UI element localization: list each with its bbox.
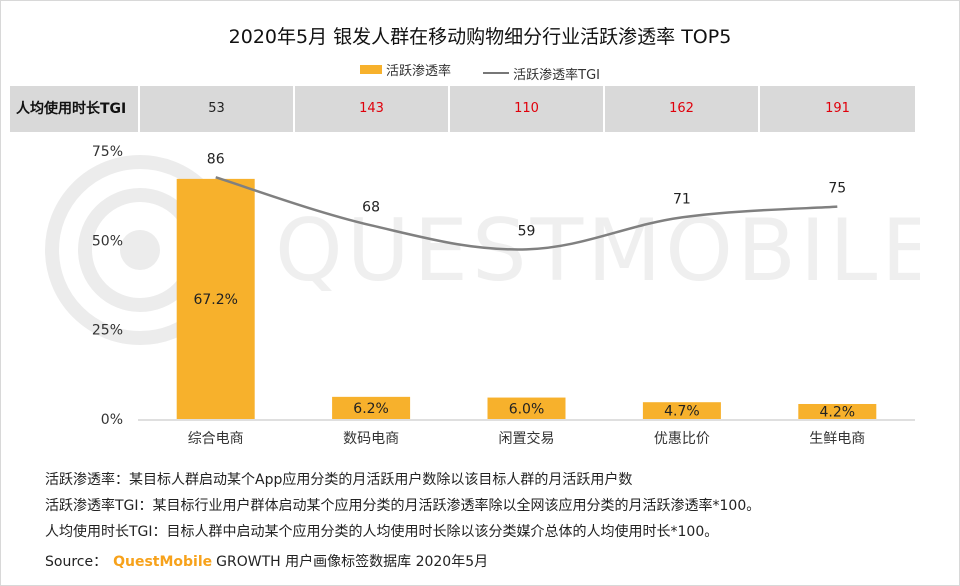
tgi-separator: [758, 86, 760, 132]
x-tick-label: 优惠比价: [654, 431, 710, 447]
line-data-label: 71: [673, 191, 691, 207]
line-data-label: 68: [362, 199, 380, 215]
tgi-value: 191: [825, 101, 850, 116]
source-line: Source： QuestMobile GROWTH 用户画像标签数据库 2020年…: [45, 551, 488, 571]
bar-data-label: 4.7%: [664, 404, 700, 420]
tgi-separator: [293, 86, 295, 132]
line-data-label: 59: [518, 223, 536, 239]
bar: [798, 403, 877, 419]
legend-bar-swatch: [359, 65, 382, 74]
source-brand: QuestMobile: [113, 554, 213, 570]
footnote: 人均使用时长TGI：目标人群中启动某个应用分类的人均使用时长除以该分类媒介总体的…: [45, 524, 719, 540]
legend-line-swatch: [483, 72, 510, 74]
tgi-line: [215, 176, 838, 251]
bar-data-label: 6.0%: [509, 401, 545, 417]
tgi-row-label: 人均使用时长TGI: [16, 101, 127, 117]
bar-data-label: 6.2%: [353, 401, 389, 417]
legend: 活跃渗透率 活跃渗透率TGI: [0, 60, 960, 83]
x-tick-label: 数码电商: [343, 431, 399, 447]
line-data-label: 75: [828, 181, 846, 197]
line-data-label: 86: [207, 151, 225, 167]
x-tick-label: 综合电商: [188, 431, 244, 447]
bar: [332, 396, 411, 419]
tgi-value: 143: [359, 101, 384, 116]
tgi-value: 53: [208, 101, 225, 116]
source-text: GROWTH 用户画像标签数据库 2020年5月: [216, 554, 489, 570]
tgi-separator: [448, 86, 450, 132]
bar-data-label: 4.2%: [820, 404, 856, 420]
tgi-value: 110: [514, 101, 539, 116]
bar: [642, 402, 721, 419]
bar: [487, 397, 566, 419]
tgi-row: 人均使用时长TGI 53 143 110 162 191: [10, 86, 915, 132]
chart-title: 2020年5月 银发人群在移动购物细分行业活跃渗透率 TOP5: [228, 26, 732, 48]
tgi-separator: [603, 86, 605, 132]
x-tick-label: 生鲜电商: [809, 431, 865, 447]
footnote: 活跃渗透率：某目标人群启动某个App应用分类的月活跃用户数除以该目标人群的月活跃…: [45, 472, 633, 488]
footnote: 活跃渗透率TGI：某目标行业用户群体启动某个应用分类的月活跃渗透率除以全网该应用…: [45, 498, 761, 514]
y-tick-label: 75%: [92, 144, 123, 160]
legend-bar-label: 活跃渗透率: [385, 64, 451, 79]
legend-line-label: 活跃渗透率TGI: [513, 67, 600, 83]
y-tick-label: 25%: [92, 323, 123, 339]
tgi-value: 162: [669, 101, 694, 116]
footnotes: 活跃渗透率：某目标人群启动某个App应用分类的月活跃用户数除以该目标人群的月活跃…: [45, 467, 760, 545]
bar: [176, 178, 255, 419]
tgi-separator: [138, 86, 140, 132]
bar-data-label: 67.2%: [193, 292, 237, 308]
source-label: Source：: [45, 554, 108, 570]
x-tick-label: 闲置交易: [499, 430, 555, 447]
legend-item-bar: 活跃渗透率: [359, 60, 451, 79]
y-tick-label: 50%: [92, 233, 123, 249]
y-tick-label: 0%: [101, 412, 123, 428]
legend-item-line: 活跃渗透率TGI: [483, 64, 600, 83]
